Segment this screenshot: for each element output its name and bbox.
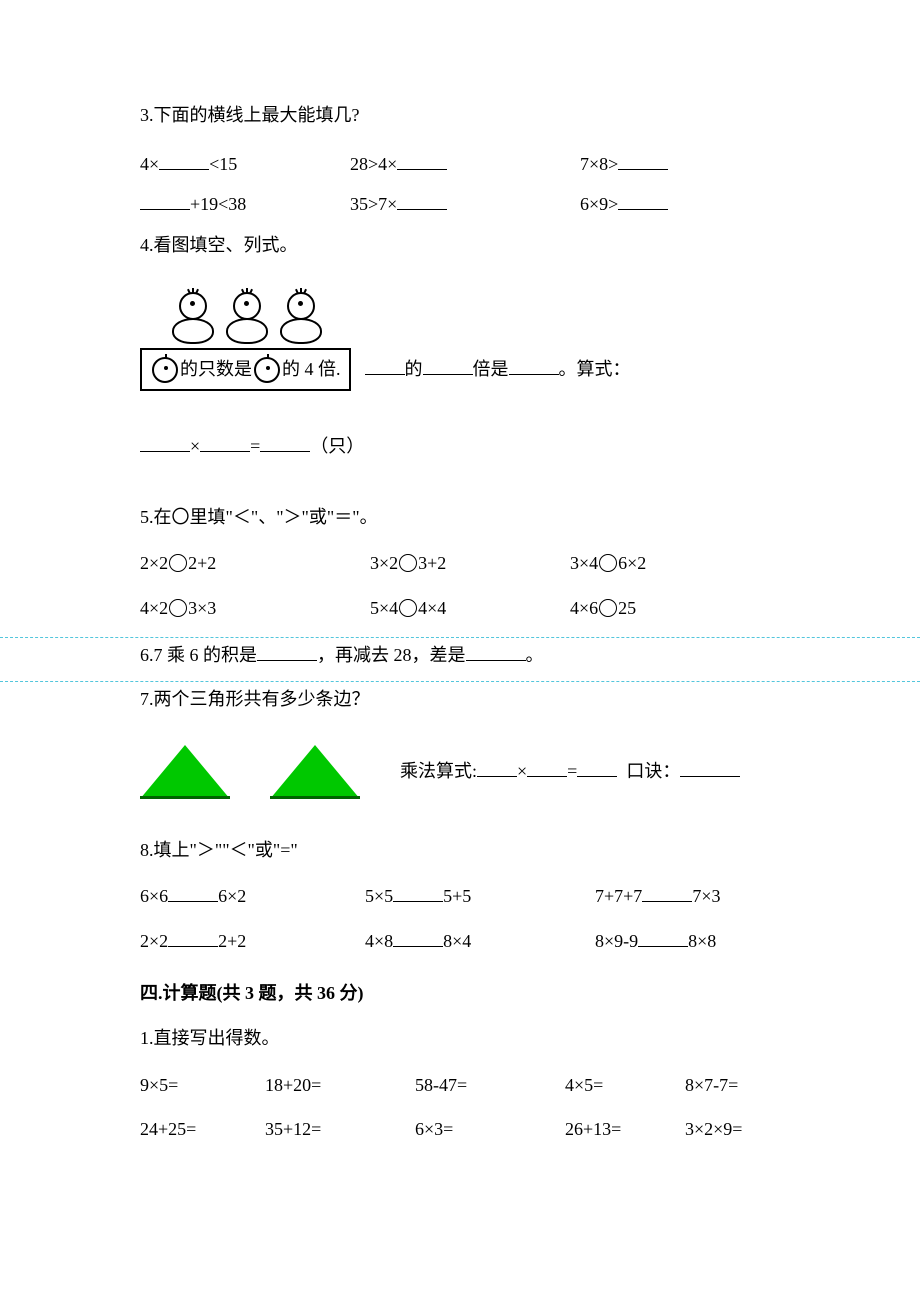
calc-item: 26+13=	[565, 1114, 685, 1145]
blank[interactable]	[140, 432, 190, 452]
q4-fill: 的倍是。算式：	[365, 354, 631, 385]
q8-item: 5×55+5	[365, 881, 595, 912]
q3-title: 3.下面的横线上最大能填几?	[140, 100, 780, 131]
compare-circle[interactable]	[599, 554, 617, 572]
compare-circle[interactable]	[169, 554, 187, 572]
blank[interactable]	[168, 882, 218, 902]
blank[interactable]	[466, 642, 526, 662]
q8-item: 6×66×2	[140, 881, 365, 912]
calc-item: 9×5=	[140, 1070, 265, 1101]
blank[interactable]	[393, 882, 443, 902]
q3-r2c: 6×9>	[580, 189, 780, 220]
calc-item: 18+20=	[265, 1070, 415, 1101]
q4-title: 4.看图填空、列式。	[140, 230, 780, 261]
q8-item: 2×22+2	[140, 926, 365, 957]
blank[interactable]	[257, 642, 317, 662]
calc-item: 6×3=	[415, 1114, 565, 1145]
blank[interactable]	[397, 190, 447, 210]
compare-circle[interactable]	[399, 554, 417, 572]
blank[interactable]	[638, 927, 688, 947]
q3-r1b: 28>4×	[350, 149, 580, 180]
section-4-title: 四.计算题(共 3 题，共 36 分)	[140, 978, 780, 1009]
blank[interactable]	[642, 882, 692, 902]
blank[interactable]	[577, 757, 617, 777]
blank[interactable]	[260, 432, 310, 452]
blank[interactable]	[397, 150, 447, 170]
q8-title: 8.填上"＞""＜"或"="	[140, 835, 780, 866]
q8-item: 4×88×4	[365, 926, 595, 957]
triangle-icon	[140, 745, 230, 799]
blank[interactable]	[168, 927, 218, 947]
calc-item: 3×2×9=	[685, 1114, 780, 1145]
q5-item: 3×46×2	[570, 548, 780, 579]
compare-circle[interactable]	[169, 599, 187, 617]
boxed-statement: 的只数是 的 4 倍.	[140, 348, 351, 391]
calc-item: 58-47=	[415, 1070, 565, 1101]
q4-equation: ×=（只）	[140, 431, 780, 462]
q5-title: 5.在〇里填"＜"、"＞"或"＝"。	[140, 502, 780, 533]
q5-item: 5×44×4	[370, 593, 570, 624]
q5-item: 2×22+2	[140, 548, 370, 579]
blank[interactable]	[618, 190, 668, 210]
blank[interactable]	[200, 432, 250, 452]
calc-item: 24+25=	[140, 1114, 265, 1145]
blank[interactable]	[423, 356, 473, 376]
blank[interactable]	[477, 757, 517, 777]
q3-r1a: 4×<15	[140, 149, 350, 180]
blank[interactable]	[527, 757, 567, 777]
blank[interactable]	[393, 927, 443, 947]
q7-title: 7.两个三角形共有多少条边？	[140, 684, 780, 715]
q7-fill: 乘法算式:×= 口诀：	[400, 756, 740, 787]
blank[interactable]	[140, 190, 190, 210]
q8-item: 8×9-98×8	[595, 926, 780, 957]
chick-illustration	[170, 290, 780, 344]
q3-r2a: +19<38	[140, 189, 350, 220]
blank[interactable]	[680, 757, 740, 777]
chick-icon	[152, 357, 178, 383]
blank[interactable]	[159, 150, 209, 170]
chick-icon	[254, 357, 280, 383]
q8-item: 7+7+77×3	[595, 881, 780, 912]
q3-r2b: 35>7×	[350, 189, 580, 220]
compare-circle[interactable]	[599, 599, 617, 617]
q5-item: 4×23×3	[140, 593, 370, 624]
calc-item: 8×7-7=	[685, 1070, 780, 1101]
calc-item: 4×5=	[565, 1070, 685, 1101]
triangle-icon	[270, 745, 360, 799]
calc-item: 35+12=	[265, 1114, 415, 1145]
calc-title: 1.直接写出得数。	[140, 1023, 780, 1054]
blank[interactable]	[618, 150, 668, 170]
q5-item: 3×23+2	[370, 548, 570, 579]
q6-line: 6.7 乘 6 的积是，再减去 28，差是。	[140, 640, 780, 671]
q3-r1c: 7×8>	[580, 149, 780, 180]
blank[interactable]	[365, 356, 405, 376]
q5-item: 4×625	[570, 593, 780, 624]
blank[interactable]	[509, 356, 559, 376]
compare-circle[interactable]	[399, 599, 417, 617]
